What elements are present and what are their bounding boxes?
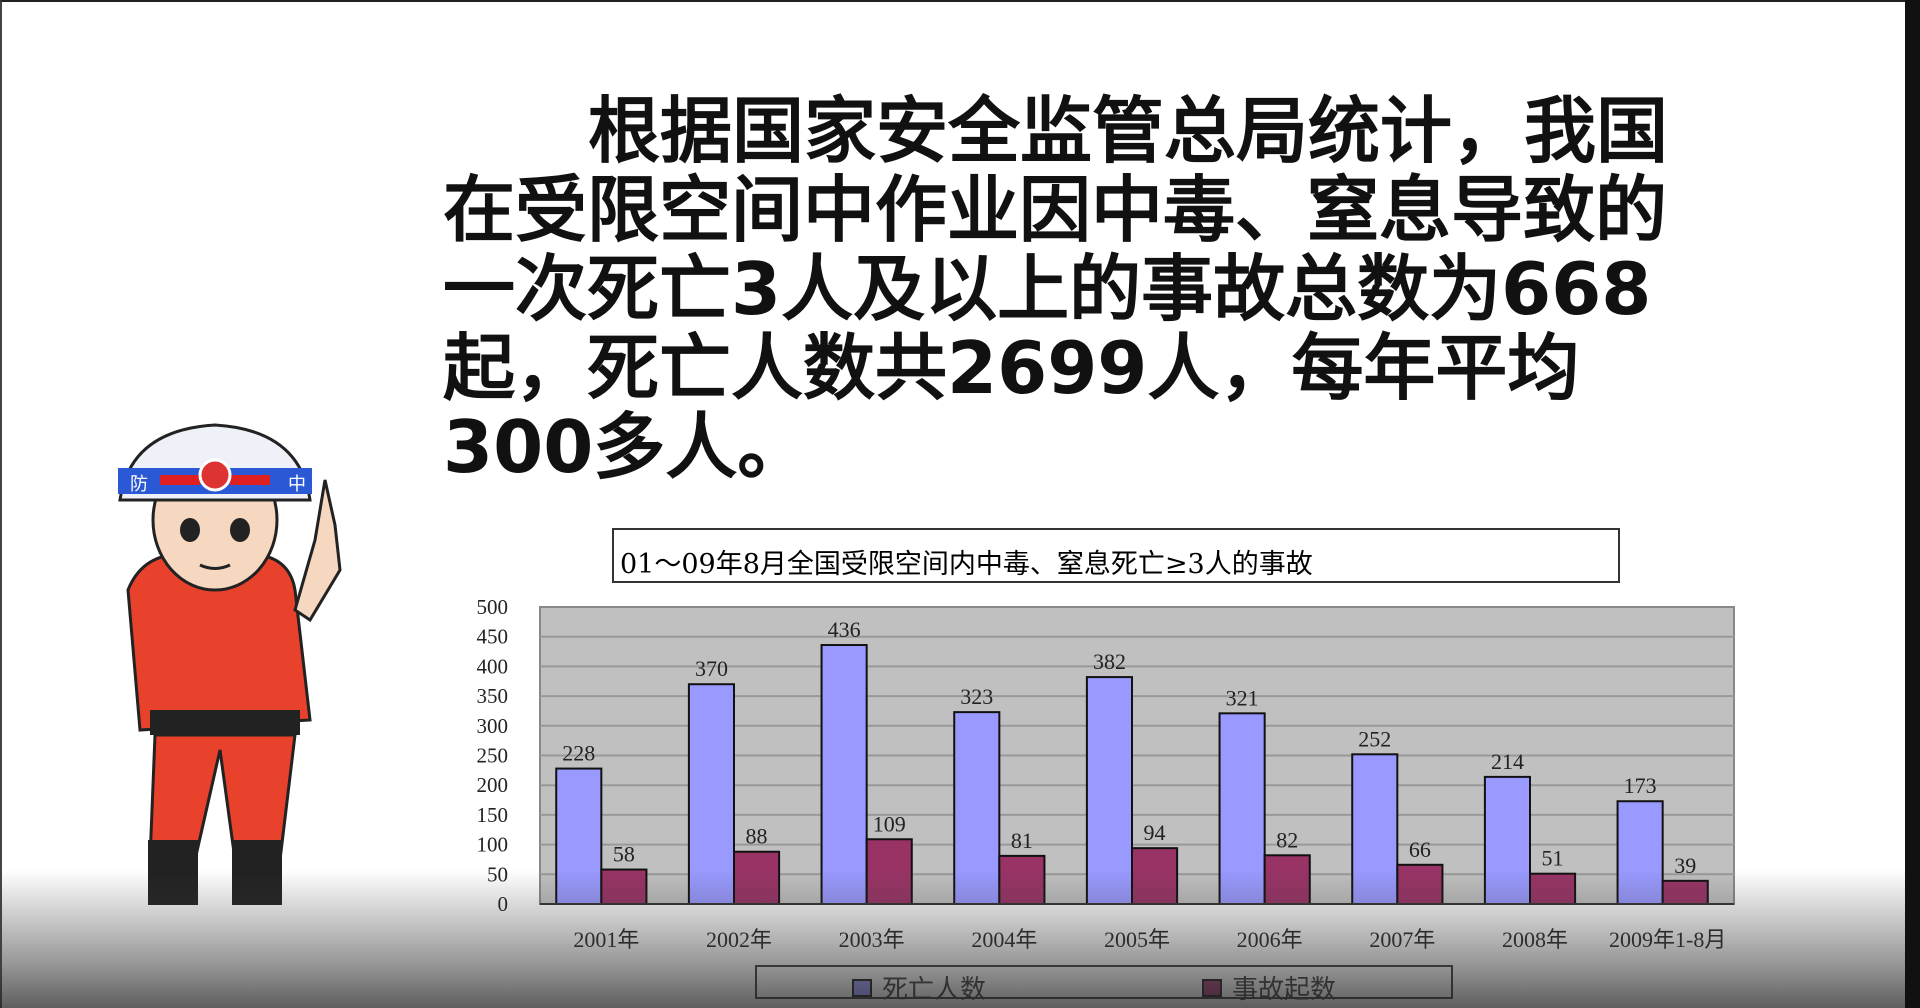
data-label: 82 — [1276, 827, 1298, 852]
data-label: 51 — [1542, 846, 1564, 871]
x-tick-label: 2006年 — [1237, 927, 1303, 952]
y-tick-label: 500 — [477, 595, 509, 619]
bar-accidents — [733, 850, 781, 906]
data-label: 228 — [562, 741, 595, 766]
data-label: 173 — [1624, 773, 1657, 798]
data-label: 39 — [1674, 853, 1696, 878]
bar-deaths — [1085, 676, 1133, 905]
data-label: 81 — [1011, 828, 1033, 853]
bar-accidents — [865, 838, 913, 906]
legend-item-deaths: 死亡人数 — [852, 969, 986, 1006]
bar-accidents — [1529, 872, 1577, 905]
bar-deaths — [687, 683, 735, 905]
bar-deaths — [1351, 753, 1399, 906]
bar-accidents — [1396, 863, 1444, 906]
legend-label: 死亡人数 — [882, 975, 987, 1005]
x-tick-label: 2008年 — [1502, 927, 1568, 952]
data-label: 321 — [1226, 685, 1259, 710]
legend-label: 事故起数 — [1232, 975, 1337, 1005]
x-tick-label: 2002年 — [706, 927, 772, 952]
legend-swatch — [852, 978, 872, 997]
y-tick-label: 250 — [477, 744, 509, 768]
data-label: 58 — [613, 842, 635, 867]
bar-deaths — [953, 711, 1001, 905]
data-label: 370 — [695, 656, 728, 681]
data-label: 66 — [1409, 837, 1431, 862]
y-tick-label: 300 — [477, 714, 509, 738]
chart-legend: 死亡人数 事故起数 — [755, 965, 1453, 1005]
data-label: 109 — [873, 811, 906, 836]
helmet-text-left: 防 — [130, 474, 148, 495]
helmet-text-right: 中 — [288, 474, 306, 495]
data-label: 88 — [746, 824, 768, 849]
firefighter-mascot: 防 中 — [118, 423, 342, 905]
bar-deaths — [1616, 800, 1664, 905]
bar-accidents — [1131, 847, 1179, 905]
window-edge — [1905, 0, 1920, 1008]
y-tick-label: 450 — [477, 625, 509, 649]
bar-accidents — [600, 868, 648, 905]
y-tick-label: 400 — [477, 654, 509, 678]
x-tick-label: 2004年 — [971, 927, 1037, 952]
data-label: 214 — [1491, 749, 1524, 774]
legend-swatch — [1202, 978, 1222, 997]
bar-accidents — [1661, 879, 1709, 905]
x-tick-label: 2001年 — [573, 927, 639, 952]
x-tick-label: 2009年1-8月 — [1609, 927, 1726, 952]
data-label: 436 — [828, 617, 861, 642]
data-label: 252 — [1358, 726, 1391, 751]
x-tick-label: 2005年 — [1104, 927, 1170, 952]
y-tick-label: 50 — [487, 862, 508, 886]
bar-deaths — [1218, 712, 1266, 905]
data-label: 323 — [960, 684, 993, 709]
bar-deaths — [820, 644, 868, 905]
y-tick-label: 350 — [477, 684, 509, 708]
y-tick-label: 150 — [477, 803, 509, 827]
bar-accidents — [998, 854, 1046, 905]
bar-deaths — [555, 767, 603, 905]
y-tick-label: 100 — [477, 833, 509, 857]
data-label: 94 — [1144, 820, 1166, 845]
x-tick-label: 2007年 — [1369, 927, 1435, 952]
bar-deaths — [1483, 775, 1531, 905]
data-label: 382 — [1093, 649, 1126, 674]
legend-item-accidents: 事故起数 — [1202, 969, 1336, 1006]
bar-accidents — [1263, 854, 1311, 905]
chart-title: 01～09年8月全国受限空间内中毒、窒息死亡≥3人的事故 — [612, 528, 1620, 583]
slide-paragraph: 根据国家安全监管总局统计，我国在受限空间中作业因中毒、窒息导致的一次死亡3人及以… — [443, 89, 1669, 489]
y-tick-label: 0 — [498, 892, 509, 916]
x-tick-label: 2003年 — [839, 927, 905, 952]
y-tick-label: 200 — [477, 773, 509, 797]
